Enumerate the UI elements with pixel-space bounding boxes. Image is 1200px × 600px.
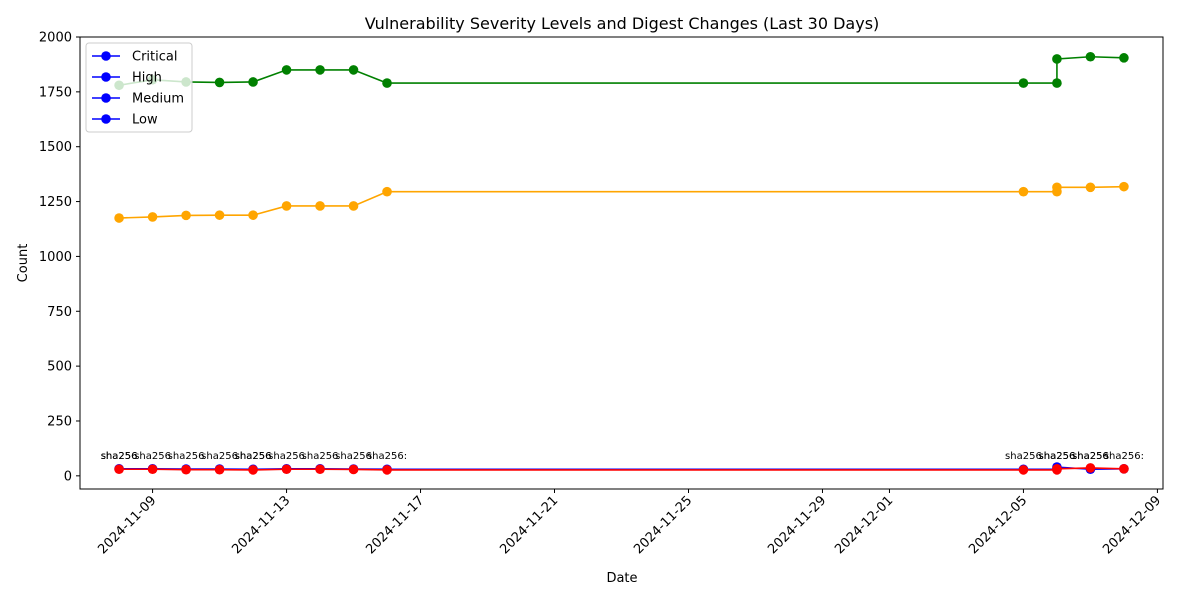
data-point xyxy=(1119,181,1129,192)
legend-label: High xyxy=(132,71,162,86)
data-point xyxy=(348,201,359,211)
digest-annotation: sha256 xyxy=(235,451,272,462)
digest-annotation: sha256 xyxy=(302,451,339,462)
data-point xyxy=(147,464,158,475)
data-point xyxy=(181,464,191,475)
data-point xyxy=(1052,54,1062,64)
legend-marker xyxy=(101,72,111,82)
data-point xyxy=(1085,51,1096,62)
data-point xyxy=(248,465,258,475)
digest-annotation: sha256 xyxy=(1005,451,1042,462)
y-axis-label: Count xyxy=(16,244,31,283)
digest-annotation: sha256 xyxy=(168,451,205,462)
data-point xyxy=(214,77,225,88)
y-tick-label: 1250 xyxy=(39,195,72,210)
data-point xyxy=(248,77,258,87)
digest-annotation: sha256: xyxy=(1104,451,1144,462)
data-point xyxy=(248,210,258,220)
data-point xyxy=(214,464,225,475)
data-point xyxy=(382,78,392,88)
data-point xyxy=(315,65,325,75)
digest-annotation: sha256 xyxy=(134,451,171,462)
digest-annotation: sha256 xyxy=(1039,451,1076,462)
digest-annotation: sha256 xyxy=(1072,451,1109,462)
data-point xyxy=(382,186,392,197)
y-tick-label: 1750 xyxy=(39,85,72,100)
data-point xyxy=(382,465,392,475)
legend: Critical High Medium Low xyxy=(85,42,193,133)
data-point xyxy=(147,212,158,222)
data-point xyxy=(281,201,292,211)
plot-frame xyxy=(79,36,1164,490)
legend-marker xyxy=(101,114,111,124)
legend-marker xyxy=(101,93,111,103)
legend-marker xyxy=(101,51,111,61)
legend-label: Critical xyxy=(132,50,177,65)
digest-annotation: sha256 xyxy=(201,451,238,462)
x-axis-label: Date xyxy=(606,571,637,586)
y-tick-label: 250 xyxy=(47,414,72,429)
data-point xyxy=(281,464,292,475)
data-point xyxy=(114,213,124,223)
data-point xyxy=(1052,464,1062,474)
data-point xyxy=(1085,463,1096,473)
data-point xyxy=(1119,53,1129,63)
data-point xyxy=(315,201,325,211)
data-point xyxy=(348,65,359,75)
legend-box xyxy=(85,42,193,133)
digest-annotation: sha256 xyxy=(101,451,138,462)
data-point xyxy=(1018,465,1029,475)
y-tick-label: 2000 xyxy=(39,31,72,46)
data-point xyxy=(315,464,325,475)
y-tick-label: 1500 xyxy=(39,140,72,155)
data-point xyxy=(1018,78,1029,88)
plot-area: sha256sha256sha256sha256sha256sha256sha2… xyxy=(101,51,1144,475)
data-point xyxy=(1085,182,1096,193)
legend-label: Low xyxy=(132,113,158,128)
data-point xyxy=(181,210,191,221)
data-point xyxy=(281,65,292,75)
data-point xyxy=(214,210,225,220)
data-point xyxy=(1018,186,1029,197)
data-point xyxy=(1052,78,1062,88)
data-point xyxy=(1052,182,1062,193)
data-point xyxy=(114,464,124,475)
data-point xyxy=(348,464,359,475)
digest-annotation: sha256 xyxy=(235,451,272,462)
y-tick-label: 750 xyxy=(47,305,72,320)
digest-annotation: sha256 xyxy=(1039,451,1076,462)
y-tick-label: 500 xyxy=(47,360,72,375)
digest-annotation: sha256 xyxy=(101,451,138,462)
y-tick-label: 1000 xyxy=(39,250,72,265)
digest-annotation: sha256: xyxy=(367,451,407,462)
digest-annotation: sha256 xyxy=(335,451,372,462)
chart-title: Vulnerability Severity Levels and Digest… xyxy=(365,14,880,33)
digest-annotation: sha256 xyxy=(268,451,305,462)
legend-label: Medium xyxy=(132,92,184,107)
data-point xyxy=(1119,464,1129,474)
y-tick-label: 0 xyxy=(64,469,72,484)
digest-annotation: sha256 xyxy=(1072,451,1109,462)
